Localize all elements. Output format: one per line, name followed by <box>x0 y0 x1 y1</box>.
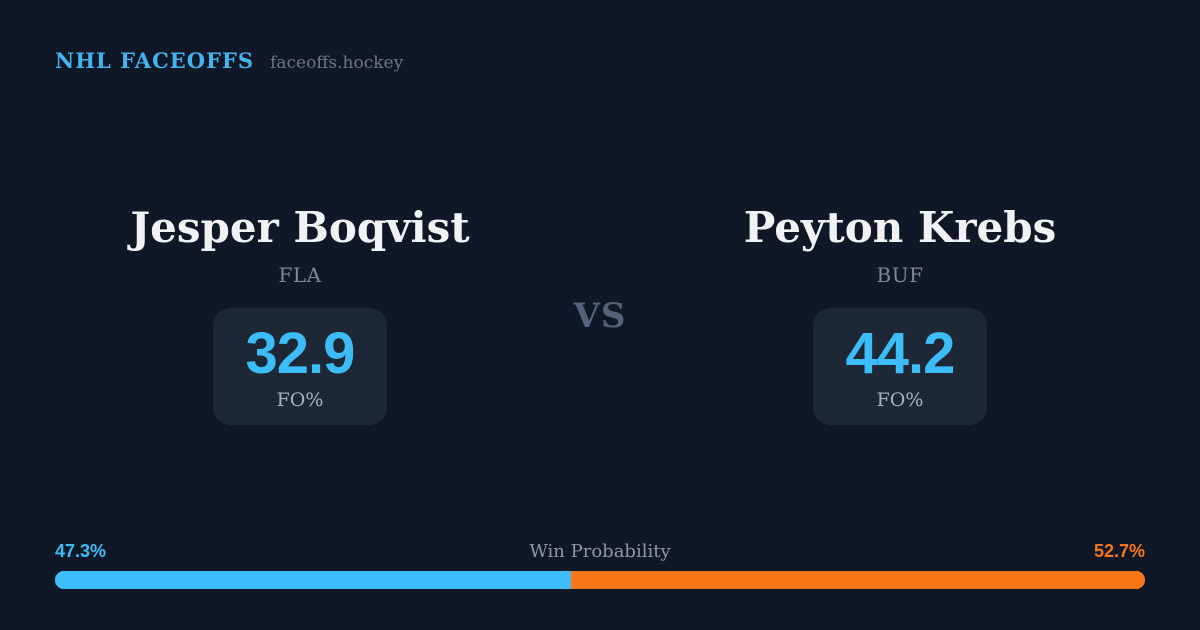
win-probability-fill-left <box>55 571 571 589</box>
site-url: faceoffs.hockey <box>270 53 404 73</box>
player-right-stat-label: FO% <box>876 388 924 411</box>
win-probability-section: 47.3% Win Probability 52.7% <box>55 541 1145 589</box>
player-right: Peyton Krebs BUF 44.2 FO% <box>680 203 1120 426</box>
vs-label: VS <box>573 296 627 336</box>
player-right-stat-value: 44.2 <box>845 320 956 386</box>
player-left-name: Jesper Boqvist <box>130 203 470 252</box>
player-left-stat-card: 32.9 FO% <box>213 308 387 426</box>
player-right-name: Peyton Krebs <box>743 203 1057 252</box>
player-left-stat-label: FO% <box>276 388 324 411</box>
player-left-stat-value: 32.9 <box>245 320 356 386</box>
win-probability-right-pct: 52.7% <box>1093 541 1145 561</box>
win-probability-labels: 47.3% Win Probability 52.7% <box>55 541 1145 562</box>
header: NHL FACEOFFS faceoffs.hockey <box>55 48 403 73</box>
player-right-team: BUF <box>876 263 924 288</box>
player-left-team: FLA <box>278 263 322 288</box>
brand-title: NHL FACEOFFS <box>55 48 255 73</box>
player-right-stat-card: 44.2 FO% <box>813 308 987 426</box>
win-probability-left-pct: 47.3% <box>55 541 107 561</box>
win-probability-fill-right <box>570 571 1145 589</box>
win-probability-bar <box>55 571 1145 589</box>
win-probability-title: Win Probability <box>529 541 671 562</box>
player-left: Jesper Boqvist FLA 32.9 FO% <box>80 203 520 426</box>
